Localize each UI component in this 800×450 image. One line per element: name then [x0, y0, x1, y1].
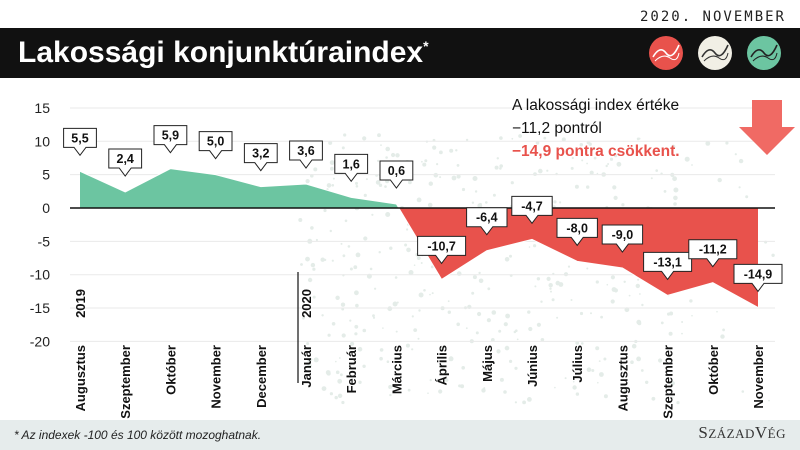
x-tick-label: Május [480, 345, 495, 382]
data-label: 3,6 [289, 140, 323, 169]
svg-text:-13,1: -13,1 [653, 255, 682, 269]
y-tick-label: 10 [34, 133, 50, 149]
chart: -20 -15 -10 -5 0 5 10 15 5,5 2,4 5,9 5,0 3,2 3,6 1,6 0… [30, 100, 795, 419]
x-tick-label: Július [570, 345, 585, 383]
data-label: -8,0 [556, 217, 598, 247]
svg-text:5,9: 5,9 [162, 129, 179, 143]
data-label: -4,7 [511, 195, 553, 225]
data-label: -9,0 [601, 224, 644, 253]
y-tick-label: 15 [34, 100, 50, 116]
x-tick-label: Április [435, 345, 450, 385]
x-tick-label: Augusztus [73, 345, 88, 411]
x-tick-label: December [254, 345, 269, 408]
svg-text:-11,2: -11,2 [699, 243, 727, 257]
x-tick-label: Október [706, 345, 721, 395]
svg-text:-10,7: -10,7 [427, 239, 456, 253]
y-tick-label: 0 [42, 200, 50, 216]
brand-small-2: ÉG [767, 426, 786, 441]
value-labels: 5,5 2,4 5,9 5,0 3,2 3,6 1,6 0,6 -10,7 -6,4 -4,7 -8,… [63, 125, 783, 293]
data-label: 0,6 [379, 160, 414, 189]
annotation-line-3: −14,9 pontra csökkent. [512, 143, 680, 160]
brand-small-1: ZÁZAD [708, 426, 755, 441]
svg-text:5,5: 5,5 [71, 131, 88, 145]
neutral-gauge-icon [698, 36, 732, 70]
page-title: Lakossági konjunktúraindex* [18, 36, 429, 70]
svg-text:-8,0: -8,0 [566, 221, 588, 235]
data-label: 5,5 [63, 127, 97, 157]
svg-text:-14,9: -14,9 [744, 267, 773, 281]
data-label: -10,7 [417, 235, 467, 265]
data-label: 5,0 [198, 131, 233, 160]
green-gauge-icon [747, 36, 781, 70]
annotation-line-1: A lakossági index értéke [512, 97, 680, 114]
year-label: 2019 [73, 289, 88, 318]
title-text: Lakossági konjunktúraindex [18, 36, 424, 69]
y-tick-label: -5 [38, 233, 51, 249]
brand-big-1: S [698, 423, 709, 442]
x-tick-label: Június [525, 345, 540, 387]
y-tick-label: 5 [42, 167, 50, 183]
brand-big-2: V [754, 423, 768, 442]
annotation-line-2: −11,2 pontról [512, 120, 602, 137]
svg-text:-6,4: -6,4 [476, 211, 498, 225]
data-label: 3,2 [243, 143, 278, 172]
svg-text:1,6: 1,6 [343, 157, 360, 171]
svg-text:3,6: 3,6 [297, 144, 314, 158]
data-label: 2,4 [108, 148, 143, 177]
report-date: 2020. NOVEMBER [639, 9, 786, 25]
brand-logo: SZÁZADVÉG [698, 423, 786, 443]
svg-text:2,4: 2,4 [117, 152, 134, 166]
annotation: A lakossági index értéke −11,2 pontról −… [512, 94, 680, 163]
title-footnote-mark: * [423, 38, 429, 54]
x-tick-label: Március [389, 345, 404, 394]
x-tick-label: Január [299, 345, 314, 388]
data-label: -14,9 [733, 263, 783, 293]
y-tick-label: -10 [30, 267, 50, 283]
y-tick-label: -15 [30, 300, 50, 316]
svg-text:-4,7: -4,7 [521, 199, 543, 213]
x-tick-label: Február [344, 345, 359, 393]
data-label: -6,4 [466, 207, 508, 236]
index-badges [649, 36, 781, 70]
x-tick-label: Október [163, 345, 178, 395]
data-label: 1,6 [334, 153, 369, 183]
data-label: 5,9 [153, 125, 188, 154]
svg-text:5,0: 5,0 [207, 135, 224, 149]
x-tick-label: Szeptember [661, 345, 676, 419]
data-label: -11,2 [688, 239, 738, 268]
down-arrow-icon [739, 100, 795, 155]
svg-text:-9,0: -9,0 [612, 228, 634, 242]
positive-area [80, 168, 399, 208]
x-tick-label: Augusztus [615, 345, 630, 411]
y-tick-label: -20 [30, 333, 50, 349]
x-axis: Augusztus Szeptember Október November Decemb… [73, 289, 766, 419]
x-tick-label: November [209, 345, 224, 409]
red-gauge-icon [649, 36, 683, 70]
footer-bar [0, 420, 800, 450]
svg-text:3,2: 3,2 [252, 147, 269, 161]
x-tick-label: November [751, 345, 766, 409]
x-tick-label: Szeptember [118, 345, 133, 419]
year-label: 2020 [299, 289, 314, 318]
footnote: * Az indexek -100 és 100 között mozoghat… [14, 428, 262, 442]
svg-text:0,6: 0,6 [388, 164, 405, 178]
